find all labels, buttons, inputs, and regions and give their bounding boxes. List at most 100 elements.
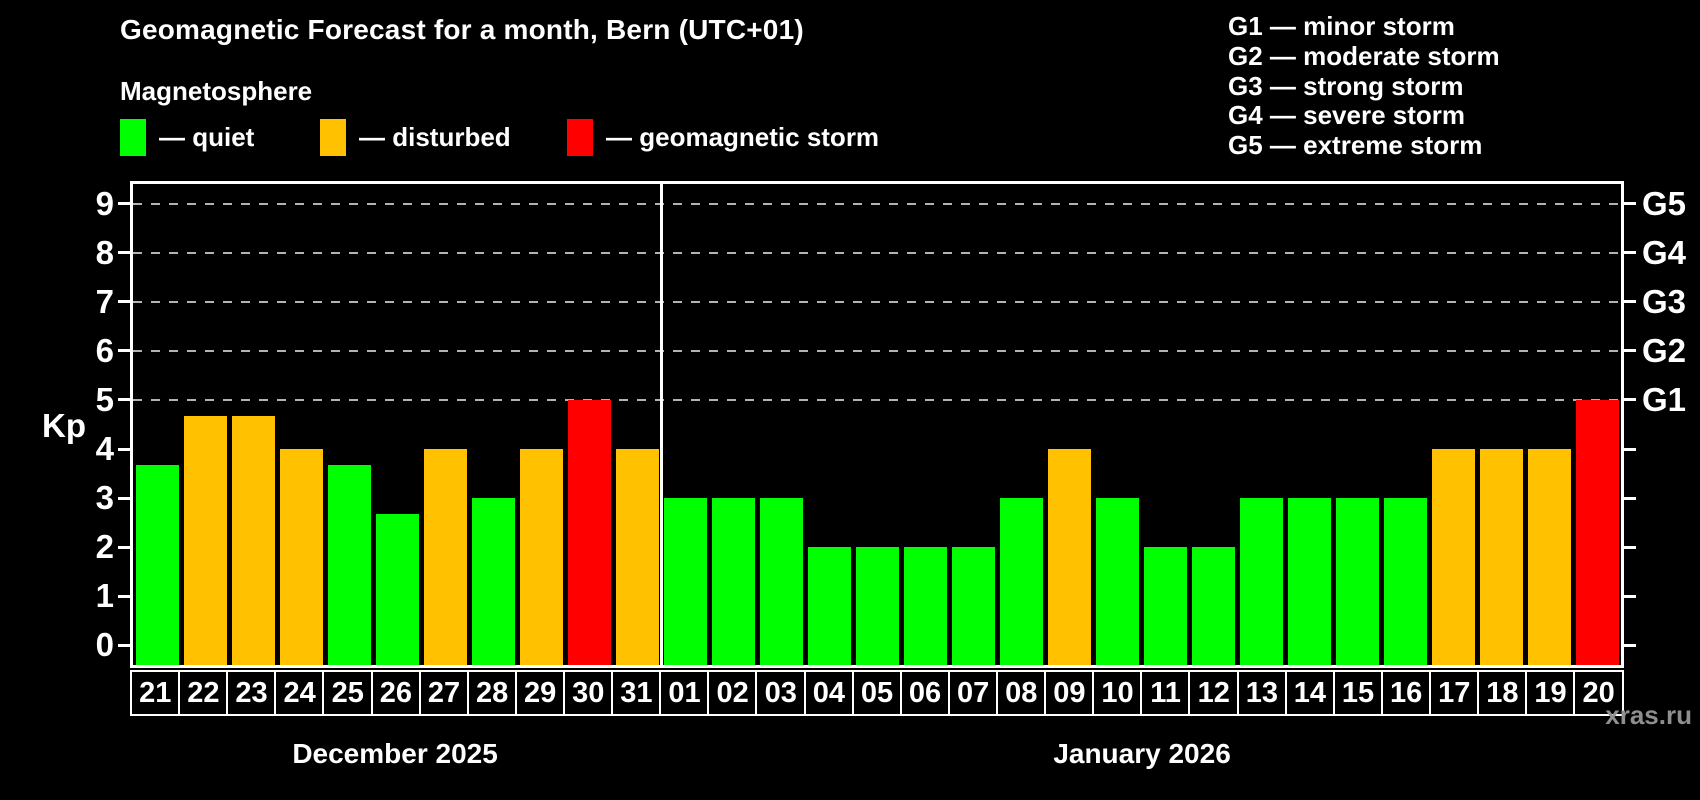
month-label-january: January 2026 [1053,738,1231,769]
date-cell-28: 28 [466,670,518,716]
date-cell-01: 01 [659,670,710,716]
gridline-kp8 [133,251,1621,254]
disturbed-color-swatch [320,118,346,156]
date-cell-26: 26 [370,670,422,716]
g-legend-line-g5: G5 — extreme storm [1228,130,1483,161]
kp-bar-14 [1287,498,1331,665]
date-cell-22: 22 [178,670,229,716]
date-axis-row: 21 22 23 24 25 26 27 28 29 30 31 01 02 03 04 05 06 07 08 09… [130,670,1624,716]
g-legend-line-g3: G3 — strong storm [1228,70,1464,101]
date-cell-23: 23 [226,670,277,716]
site-watermark: xras.ru [1605,700,1692,730]
gridline-kp6 [133,349,1621,352]
gridline-kp7 [133,300,1621,303]
right-tick-kp5 [1624,398,1636,402]
date-cell-24: 24 [274,670,325,716]
g-legend-line-g1: G1 — minor storm [1228,11,1455,41]
kp-bar-27 [423,449,467,665]
y-tick-label-2: 2 [95,528,114,566]
kp-bar-05 [855,547,899,665]
kp-bar-29 [519,449,563,665]
kp-bar-30 [567,399,611,665]
kp-bar-04 [807,547,851,665]
storm-color-swatch [567,118,593,156]
kp-bar-21 [135,465,179,665]
legend-item-quiet: — quiet [120,118,254,156]
kp-bar-13 [1239,498,1283,665]
right-tick-kp3 [1624,496,1636,500]
left-tick-kp9 [118,202,130,206]
kp-bar-02 [711,498,755,665]
right-tick-kp7 [1624,300,1636,304]
kp-bar-24 [279,449,323,665]
date-cell-20: 20 [1573,670,1624,716]
date-cell-09: 09 [1044,670,1095,716]
y-tick-label-6: 6 [95,331,114,369]
y-tick-label-1: 1 [95,577,114,615]
left-tick-kp6 [118,349,130,353]
kp-bar-15 [1335,498,1379,665]
date-cell-30: 30 [562,670,614,716]
date-cell-07: 07 [947,670,999,716]
g-scale-legend: G1 — minor storm G2 — moderate storm G3 … [1228,11,1500,161]
left-tick-kp8 [118,251,130,255]
plot-area [130,181,1624,668]
left-tick-kp7 [118,300,130,304]
g-legend-line-g2: G2 — moderate storm [1228,40,1500,71]
kp-bar-17 [1431,449,1475,665]
g-axis-label-g1: G1 [1642,380,1687,418]
date-cell-05: 05 [851,670,903,716]
y-tick-label-0: 0 [95,626,114,664]
chart-subtitle: Magnetosphere [120,76,313,106]
kp-bar-03 [759,498,803,665]
right-tick-kp0 [1624,643,1636,647]
date-cell-31: 31 [611,670,662,716]
gridline-kp5 [133,398,1621,401]
date-cell-03: 03 [755,670,807,716]
date-cell-25: 25 [322,670,374,716]
g-axis-label-g2: G2 [1642,331,1687,369]
kp-bar-01 [663,498,707,665]
kp-bar-26 [375,514,419,665]
kp-bar-08 [999,498,1043,665]
g-axis-label-g5: G5 [1642,184,1687,222]
y-tick-label-7: 7 [95,282,114,320]
kp-bar-07 [951,547,995,665]
kp-bar-31 [615,449,659,665]
date-cell-02: 02 [707,670,758,716]
kp-bar-16 [1383,498,1427,665]
date-cell-19: 19 [1525,670,1576,716]
date-cell-11: 11 [1140,670,1191,716]
left-tick-kp1 [118,594,130,598]
date-cell-15: 15 [1332,670,1384,716]
g-legend-line-g4: G4 — severe storm [1228,100,1466,131]
y-tick-label-8: 8 [95,233,114,271]
date-cell-13: 13 [1236,670,1288,716]
page-title: Geomagnetic Forecast for a month, Bern (… [120,14,804,45]
kp-bar-09 [1047,449,1091,665]
kp-bar-23 [231,416,275,665]
right-tick-kp9 [1624,202,1636,206]
date-cell-21: 21 [130,670,181,716]
date-cell-06: 06 [899,670,951,716]
date-cell-08: 08 [995,670,1047,716]
legend-item-storm: — geomagnetic storm [567,118,879,156]
kp-bar-18 [1479,449,1523,665]
quiet-color-swatch [120,118,146,156]
left-tick-kp4 [118,447,130,451]
kp-bar-06 [903,547,947,665]
right-tick-kp4 [1624,447,1636,451]
gridline-kp9 [133,202,1621,205]
legend-storm-label: — geomagnetic storm [606,121,880,152]
date-cell-12: 12 [1188,670,1240,716]
kp-bar-12 [1191,547,1235,665]
month-separator-line [659,184,663,665]
y-tick-label-3: 3 [95,479,114,517]
plot-inner [133,184,1621,665]
kp-bar-20 [1575,399,1619,665]
right-tick-kp2 [1624,545,1636,549]
left-tick-kp3 [118,496,130,500]
g-axis-label-g4: G4 [1642,233,1687,271]
g-axis-label-g3: G3 [1642,282,1687,320]
